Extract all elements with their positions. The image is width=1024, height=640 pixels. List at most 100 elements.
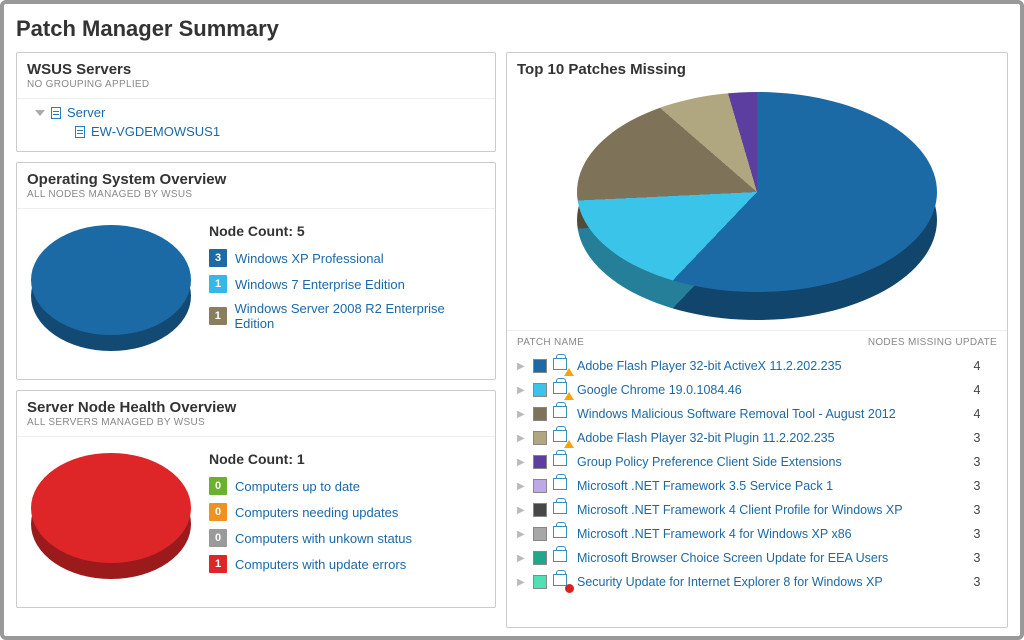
series-swatch [533,479,547,493]
patch-row: ▶ Adobe Flash Player 32-bit Plugin 11.2.2… [507,426,1007,450]
error-icon [565,584,574,593]
patch-link[interactable]: Adobe Flash Player 32-bit Plugin 11.2.20… [577,431,951,445]
patch-link[interactable]: Windows Malicious Software Removal Tool … [577,407,951,421]
count-badge: 3 [209,249,227,267]
expand-icon[interactable]: ▶ [517,481,527,492]
os-legend-item[interactable]: 1 Windows Server 2008 R2 Enterprise Editi… [209,301,481,331]
expand-icon[interactable]: ▶ [517,409,527,420]
package-icon [553,406,571,422]
patch-link[interactable]: Microsoft Browser Choice Screen Update f… [577,551,951,565]
nodes-missing-count: 3 [957,503,997,517]
nodes-missing-count: 4 [957,407,997,421]
patches-table-header: PATCH NAME NODES MISSING UPDATE [507,330,1007,354]
count-badge: 1 [209,555,227,573]
count-badge: 0 [209,503,227,521]
patch-link[interactable]: Microsoft .NET Framework 3.5 Service Pac… [577,479,951,493]
expand-icon[interactable]: ▶ [517,529,527,540]
top-patches-panel: Top 10 Patches Missing PATCH NAME NODES … [506,52,1008,628]
nodes-missing-count: 4 [957,359,997,373]
wsus-subtitle: NO GROUPING APPLIED [27,79,485,90]
nodes-missing-count: 3 [957,527,997,541]
health-node-count: Node Count: 1 [209,451,481,467]
series-swatch [533,527,547,541]
nodes-missing-count: 3 [957,455,997,469]
health-legend-item[interactable]: 1 Computers with update errors [209,555,481,573]
os-legend-link[interactable]: Windows Server 2008 R2 Enterprise Editio… [235,301,482,331]
patch-link[interactable]: Adobe Flash Player 32-bit ActiveX 11.2.2… [577,359,951,373]
patch-link[interactable]: Security Update for Internet Explorer 8 … [577,575,951,589]
series-swatch [533,383,547,397]
nodes-missing-count: 3 [957,575,997,589]
expand-icon[interactable]: ▶ [517,457,527,468]
package-icon [553,454,571,470]
os-pie-chart [31,223,191,363]
package-icon [553,478,571,494]
health-legend-item[interactable]: 0 Computers with unkown status [209,529,481,547]
patch-link[interactable]: Microsoft .NET Framework 4 Client Profil… [577,503,951,517]
health-legend-link[interactable]: Computers with update errors [235,557,406,572]
os-legend-link[interactable]: Windows XP Professional [235,251,384,266]
patch-link[interactable]: Group Policy Preference Client Side Exte… [577,455,951,469]
health-pie-chart [31,451,191,591]
patch-row: ▶ Microsoft .NET Framework 3.5 Service Pa… [507,474,1007,498]
health-subtitle: ALL SERVERS MANAGED BY WSUS [27,417,485,428]
patch-row: ▶ Security Update for Internet Explorer 8… [507,570,1007,594]
os-node-count: Node Count: 5 [209,223,481,239]
series-swatch [533,431,547,445]
expand-icon[interactable]: ▶ [517,505,527,516]
patch-row: ▶ Microsoft Browser Choice Screen Update … [507,546,1007,570]
wsus-root-link[interactable]: Server [67,105,105,120]
warning-icon [564,440,574,448]
health-legend-item[interactable]: 0 Computers needing updates [209,503,481,521]
col-nodes-missing: NODES MISSING UPDATE [868,337,997,348]
health-overview-panel: Server Node Health Overview ALL SERVERS … [16,390,496,608]
nodes-missing-count: 3 [957,551,997,565]
patch-row: ▶ Adobe Flash Player 32-bit ActiveX 11.2.… [507,354,1007,378]
col-patch-name: PATCH NAME [517,337,868,348]
warning-icon [564,392,574,400]
document-icon [75,126,85,138]
nodes-missing-count: 3 [957,479,997,493]
series-swatch [533,407,547,421]
patch-row: ▶ Google Chrome 19.0.1084.46 4 [507,378,1007,402]
count-badge: 0 [209,477,227,495]
package-icon [553,430,571,446]
wsus-servers-panel: WSUS Servers NO GROUPING APPLIED Server … [16,52,496,152]
count-badge: 1 [209,275,227,293]
os-title: Operating System Overview [27,171,485,188]
health-legend-item[interactable]: 0 Computers up to date [209,477,481,495]
patches-title: Top 10 Patches Missing [517,61,997,78]
os-overview-panel: Operating System Overview ALL NODES MANA… [16,162,496,380]
tree-collapse-icon[interactable] [35,110,45,116]
wsus-server-link[interactable]: EW-VGDEMOWSUS1 [91,124,220,139]
patch-link[interactable]: Google Chrome 19.0.1084.46 [577,383,951,397]
os-legend-item[interactable]: 3 Windows XP Professional [209,249,481,267]
health-title: Server Node Health Overview [27,399,485,416]
expand-icon[interactable]: ▶ [517,361,527,372]
nodes-missing-count: 3 [957,431,997,445]
package-icon [553,526,571,542]
os-legend-link[interactable]: Windows 7 Enterprise Edition [235,277,405,292]
series-swatch [533,551,547,565]
document-icon [51,107,61,119]
series-swatch [533,359,547,373]
nodes-missing-count: 4 [957,383,997,397]
health-legend-link[interactable]: Computers with unkown status [235,531,412,546]
health-legend-link[interactable]: Computers up to date [235,479,360,494]
series-swatch [533,575,547,589]
expand-icon[interactable]: ▶ [517,385,527,396]
health-legend-link[interactable]: Computers needing updates [235,505,398,520]
count-badge: 1 [209,307,227,325]
patch-link[interactable]: Microsoft .NET Framework 4 for Windows X… [577,527,951,541]
series-swatch [533,503,547,517]
expand-icon[interactable]: ▶ [517,433,527,444]
count-badge: 0 [209,529,227,547]
expand-icon[interactable]: ▶ [517,577,527,588]
package-icon [553,574,571,590]
os-subtitle: ALL NODES MANAGED BY WSUS [27,189,485,200]
expand-icon[interactable]: ▶ [517,553,527,564]
patch-row: ▶ Microsoft .NET Framework 4 Client Profi… [507,498,1007,522]
wsus-tree: Server EW-VGDEMOWSUS1 [17,98,495,151]
os-legend-item[interactable]: 1 Windows 7 Enterprise Edition [209,275,481,293]
page-title: Patch Manager Summary [16,16,1008,42]
